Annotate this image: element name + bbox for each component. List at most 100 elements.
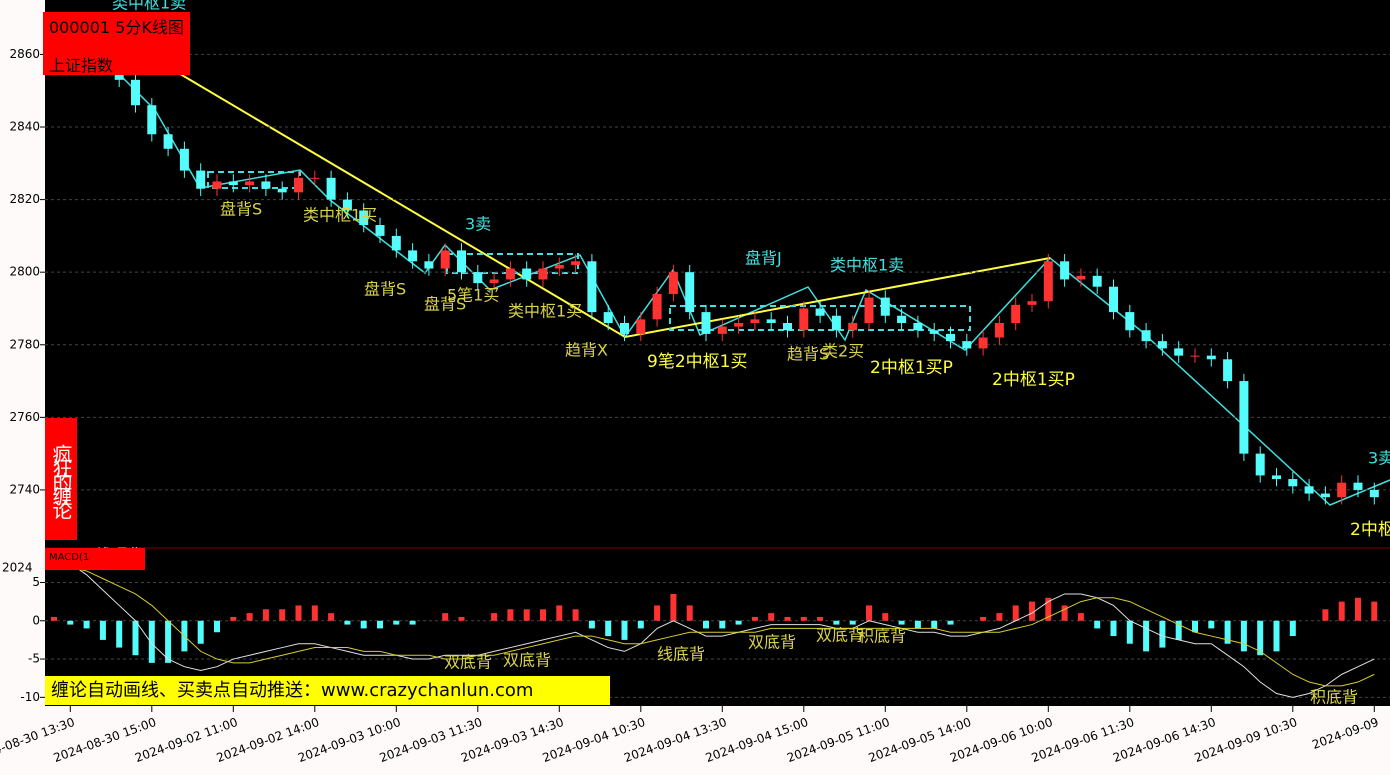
candle-body — [473, 272, 483, 284]
macd-bar — [442, 613, 449, 621]
candle-body — [131, 79, 140, 106]
annotation: 盘背S — [424, 295, 466, 314]
macd-bar — [214, 620, 220, 633]
candle-body — [750, 319, 760, 323]
candle-body — [571, 261, 581, 265]
candle-body — [1239, 381, 1249, 454]
candle-body — [1125, 312, 1135, 331]
candle-body — [261, 181, 271, 189]
x-tick-label: 2024-09-09 — [1310, 715, 1380, 752]
candle-body — [505, 268, 515, 280]
candle-body — [1320, 493, 1330, 498]
info-box: 000001 5分K线图 上证指数 — [43, 12, 190, 75]
macd-bar — [572, 609, 579, 621]
candle-body — [359, 210, 369, 226]
macd-bar — [458, 616, 465, 621]
candle-body — [554, 264, 564, 269]
macd-bar — [1029, 601, 1035, 621]
macd-bar — [1126, 620, 1133, 644]
candle-body — [294, 177, 303, 193]
annotation: 盘背J — [745, 249, 782, 268]
index-name: 上证指数 — [49, 56, 114, 75]
candle-body — [1223, 359, 1233, 382]
annotation: 趋背S — [787, 345, 829, 364]
annotation: 盘背S — [220, 200, 262, 219]
macd-bar — [1338, 601, 1345, 621]
annotation: 2中枢 — [1350, 520, 1390, 540]
macd-bar — [1061, 605, 1068, 621]
candle-body — [408, 250, 418, 262]
macd-bar — [1322, 609, 1329, 621]
macd-bar — [1094, 620, 1101, 629]
candle-body — [424, 261, 434, 269]
candle-body — [962, 341, 972, 349]
macd-bar — [83, 620, 90, 629]
macd-bar — [279, 609, 286, 621]
macd-bar — [360, 620, 367, 629]
macd-bar — [719, 620, 726, 629]
candle-body — [783, 322, 792, 331]
macd-bar — [1355, 597, 1361, 621]
candle-body — [620, 322, 629, 334]
candle-body — [391, 235, 401, 251]
macd-bar — [1045, 597, 1052, 621]
candle-body — [522, 268, 532, 280]
candle-body — [1027, 301, 1037, 305]
candle-body — [668, 272, 678, 294]
macd-bar — [99, 620, 106, 640]
macd-bar — [914, 620, 921, 629]
macd-bar — [588, 620, 595, 629]
candle-body — [685, 272, 695, 313]
candle-body — [1076, 275, 1086, 280]
annotation: 3卖 — [1368, 449, 1390, 468]
candle-body — [897, 315, 907, 323]
macd-bar — [132, 620, 139, 656]
y-tick-label: 5 — [32, 575, 40, 589]
candle-body — [848, 322, 858, 331]
macd-bar — [768, 613, 775, 621]
candle-body — [1255, 453, 1265, 476]
candle-body — [1288, 479, 1298, 487]
candle-body — [1011, 304, 1021, 323]
macd-line — [53, 559, 1375, 698]
macd-bar — [1159, 620, 1166, 648]
macd-bar — [1371, 601, 1378, 621]
macd-bar — [165, 620, 172, 663]
y-tick-label: 2740 — [9, 482, 40, 496]
annotation: 线底背 — [657, 645, 705, 664]
y-tick-label: 2780 — [9, 337, 40, 351]
macd-bar — [393, 620, 400, 625]
candle-body — [310, 177, 320, 179]
candle-body — [978, 337, 988, 349]
candle-body — [326, 177, 336, 200]
macd-bar — [703, 620, 709, 629]
y-tick-label: 2760 — [9, 410, 40, 424]
macd-bar — [1143, 620, 1150, 652]
annotation: 积底背 — [858, 627, 906, 646]
macd-bar — [344, 620, 351, 625]
candle-body — [880, 297, 890, 316]
code-title: 000001 5分K线图 — [49, 18, 184, 37]
annotation: 3卖 — [465, 215, 491, 234]
stroke-line — [119, 74, 1390, 506]
macd-bar — [637, 620, 644, 629]
annotation: 2中枢1买P — [870, 358, 953, 378]
macd-line — [54, 566, 1375, 687]
candle-body — [701, 312, 711, 334]
macd-bar — [800, 616, 807, 621]
macd-bar — [67, 620, 74, 625]
macd-bar — [409, 620, 416, 625]
candle-body — [799, 308, 809, 331]
annotation: 类中枢1买 — [508, 302, 582, 321]
candle-body — [179, 148, 189, 171]
macd-bar — [262, 609, 269, 621]
annotation: 双底背 — [748, 633, 796, 652]
candle-body — [913, 322, 923, 331]
macd-bar — [784, 616, 791, 621]
annotation: 盘背S — [364, 280, 406, 299]
candle-body — [815, 308, 825, 316]
candle-body — [1141, 330, 1151, 342]
macd-bar — [295, 605, 302, 621]
annotation: 双底背 — [503, 651, 551, 670]
